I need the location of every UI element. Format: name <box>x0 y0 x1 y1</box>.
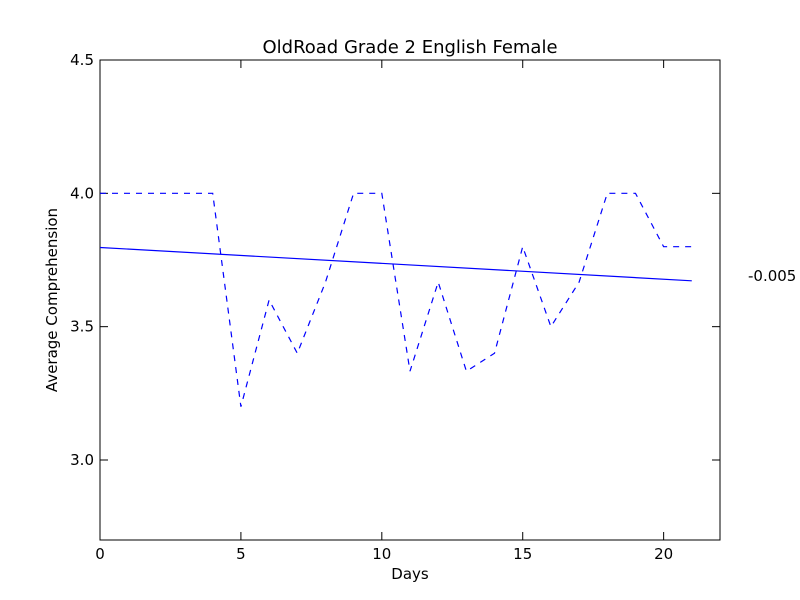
x-tick-label: 0 <box>95 545 105 563</box>
y-tick-label: 4.0 <box>70 184 94 202</box>
y-tick-label: 3.0 <box>70 451 94 469</box>
slope-annotation: -0.005 <box>748 267 796 285</box>
y-tick-label: 3.5 <box>70 318 94 336</box>
y-tick-label: 4.5 <box>70 51 94 69</box>
chart-title: OldRoad Grade 2 English Female <box>262 37 557 58</box>
x-tick-label: 20 <box>654 545 673 563</box>
x-tick-label: 5 <box>236 545 246 563</box>
x-tick-label: 10 <box>372 545 391 563</box>
plot-frame <box>99 59 721 541</box>
x-tick-label: 15 <box>513 545 532 563</box>
x-axis-label: Days <box>391 565 429 583</box>
y-axis-label: Average Comprehension <box>43 208 61 392</box>
daily-average-line <box>100 192 692 407</box>
trend-line <box>99 246 692 282</box>
